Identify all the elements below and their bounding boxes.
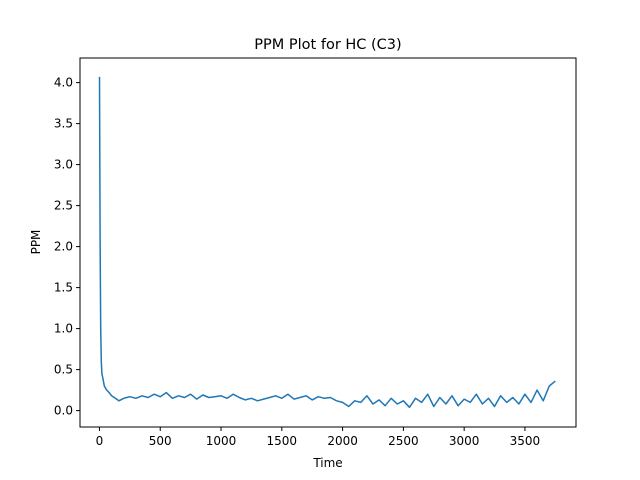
y-tick-label: 3.5: [54, 117, 73, 131]
y-axis-ticks: 0.0 0.5 1.0 1.5 2.0 2.5 3.0 3.5 4.0: [54, 76, 80, 418]
x-tick-label: 3500: [510, 434, 541, 448]
x-tick-label: 1000: [206, 434, 237, 448]
y-tick-label: 0.0: [54, 404, 73, 418]
y-tick-label: 3.0: [54, 158, 73, 172]
x-tick-label: 500: [149, 434, 172, 448]
x-tick-label: 0: [96, 434, 104, 448]
y-tick-label: 1.0: [54, 322, 73, 336]
x-tick-label: 2500: [388, 434, 419, 448]
x-tick-label: 1500: [267, 434, 298, 448]
chart-title: PPM Plot for HC (C3): [254, 37, 401, 53]
x-axis-ticks: 0 500 1000 1500 2000 2500 3000 3500: [96, 427, 541, 448]
y-axis-label: PPM: [29, 230, 43, 255]
series-line: [98, 76, 556, 409]
y-tick-label: 0.5: [54, 363, 73, 377]
y-tick-label: 2.5: [54, 199, 73, 213]
x-tick-label: 3000: [449, 434, 480, 448]
y-tick-label: 1.5: [54, 281, 73, 295]
y-tick-label: 2.0: [54, 240, 73, 254]
plot-frame: [79, 57, 577, 428]
plot-area: [98, 76, 556, 409]
x-axis-label: Time: [312, 456, 342, 470]
y-tick-label: 4.0: [54, 76, 73, 90]
x-tick-label: 2000: [327, 434, 358, 448]
